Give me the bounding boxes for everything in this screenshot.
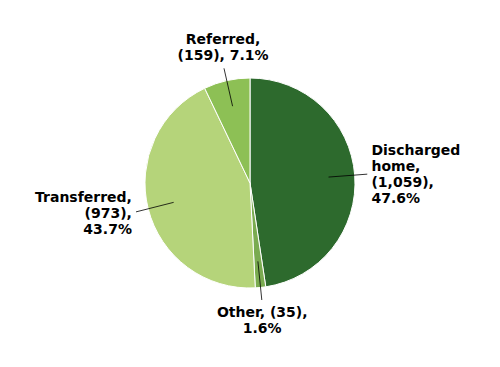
annotation-line: home,: [371, 158, 420, 174]
annotation-line: (159), 7.1%: [178, 47, 269, 63]
annotation-line: 47.6%: [371, 190, 420, 206]
pie: [145, 78, 355, 288]
chart: Dischargedhome,(1,059),47.6% Other, (35),…: [0, 0, 500, 367]
annotation-line: Referred,: [186, 31, 261, 47]
annotations: Dischargedhome,(1,059),47.6% Other, (35),…: [35, 31, 460, 336]
annotation-leader: [224, 68, 233, 106]
pie-slice: [250, 78, 355, 287]
annotation: Transferred,(973),43.7%: [35, 189, 132, 237]
annotation: Dischargedhome,(1,059),47.6%: [371, 142, 460, 206]
annotation-leader: [329, 174, 368, 177]
annotation-line: (1,059),: [371, 174, 433, 190]
annotation-line: (973),: [85, 205, 132, 221]
pie-slice: [205, 78, 250, 183]
annotation: Other, (35),1.6%: [217, 304, 308, 336]
annotation-line: Transferred,: [35, 189, 132, 205]
annotation-line: 43.7%: [83, 221, 132, 237]
annotation-line: Other, (35),: [217, 304, 308, 320]
annotation-line: 1.6%: [243, 320, 282, 336]
annotation-line: Discharged: [371, 142, 460, 158]
annotation-leader: [258, 261, 262, 300]
annotation: Referred,(159), 7.1%: [178, 31, 269, 63]
annotation-leader: [136, 202, 174, 212]
